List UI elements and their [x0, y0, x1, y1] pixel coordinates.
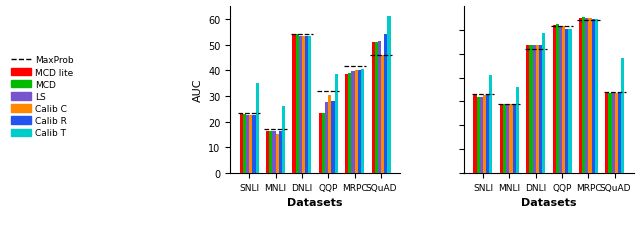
- Bar: [500, 104, 503, 173]
- Bar: [618, 94, 621, 173]
- Bar: [490, 76, 492, 173]
- Bar: [282, 107, 285, 173]
- Bar: [503, 104, 506, 173]
- Bar: [305, 36, 308, 173]
- Bar: [588, 19, 591, 173]
- Bar: [249, 116, 252, 173]
- Bar: [332, 102, 335, 173]
- Bar: [486, 96, 490, 173]
- Bar: [532, 46, 536, 173]
- Bar: [480, 97, 483, 173]
- Bar: [278, 131, 282, 173]
- Bar: [559, 27, 562, 173]
- Bar: [276, 135, 278, 173]
- Bar: [477, 97, 480, 173]
- Bar: [361, 70, 364, 173]
- Bar: [542, 34, 545, 173]
- Bar: [612, 94, 615, 173]
- Bar: [565, 30, 568, 173]
- Bar: [387, 17, 390, 173]
- Bar: [266, 131, 269, 173]
- Bar: [615, 94, 618, 173]
- Bar: [568, 30, 572, 173]
- Bar: [536, 46, 539, 173]
- Bar: [335, 75, 338, 173]
- Bar: [348, 73, 351, 173]
- Bar: [474, 96, 477, 173]
- Bar: [562, 27, 565, 173]
- Bar: [529, 46, 532, 173]
- Bar: [526, 46, 529, 173]
- Bar: [296, 35, 299, 173]
- Bar: [328, 95, 332, 173]
- Bar: [351, 72, 355, 173]
- Bar: [579, 19, 582, 173]
- Bar: [308, 36, 312, 173]
- Bar: [322, 113, 325, 173]
- Bar: [384, 35, 387, 173]
- Bar: [374, 43, 378, 173]
- Bar: [243, 114, 246, 173]
- X-axis label: Datasets: Datasets: [287, 198, 343, 207]
- Bar: [240, 113, 243, 173]
- Bar: [552, 26, 556, 173]
- Bar: [345, 75, 348, 173]
- Bar: [539, 46, 542, 173]
- Bar: [378, 42, 381, 173]
- Bar: [556, 25, 559, 173]
- X-axis label: Datasets: Datasets: [521, 198, 577, 207]
- Bar: [513, 104, 516, 173]
- Bar: [582, 18, 586, 173]
- Bar: [292, 35, 296, 173]
- Bar: [302, 36, 305, 173]
- Bar: [621, 59, 624, 173]
- Bar: [299, 36, 302, 173]
- Bar: [609, 94, 612, 173]
- Bar: [358, 71, 361, 173]
- Bar: [591, 20, 595, 173]
- Bar: [269, 131, 273, 173]
- Bar: [372, 43, 374, 173]
- Bar: [506, 104, 509, 173]
- Bar: [319, 113, 322, 173]
- Bar: [483, 96, 486, 173]
- Legend: MaxProb, MCD lite, MCD, LS, Calib C, Calib R, Calib T: MaxProb, MCD lite, MCD, LS, Calib C, Cal…: [11, 56, 74, 138]
- Bar: [325, 103, 328, 173]
- Bar: [516, 88, 519, 173]
- Bar: [246, 116, 249, 173]
- Bar: [355, 71, 358, 173]
- Bar: [605, 94, 609, 173]
- Bar: [252, 116, 255, 173]
- Bar: [255, 84, 259, 173]
- Y-axis label: AUC: AUC: [193, 78, 203, 102]
- Bar: [381, 55, 384, 173]
- Bar: [273, 131, 276, 173]
- Bar: [595, 20, 598, 173]
- Bar: [509, 104, 513, 173]
- Bar: [586, 19, 588, 173]
